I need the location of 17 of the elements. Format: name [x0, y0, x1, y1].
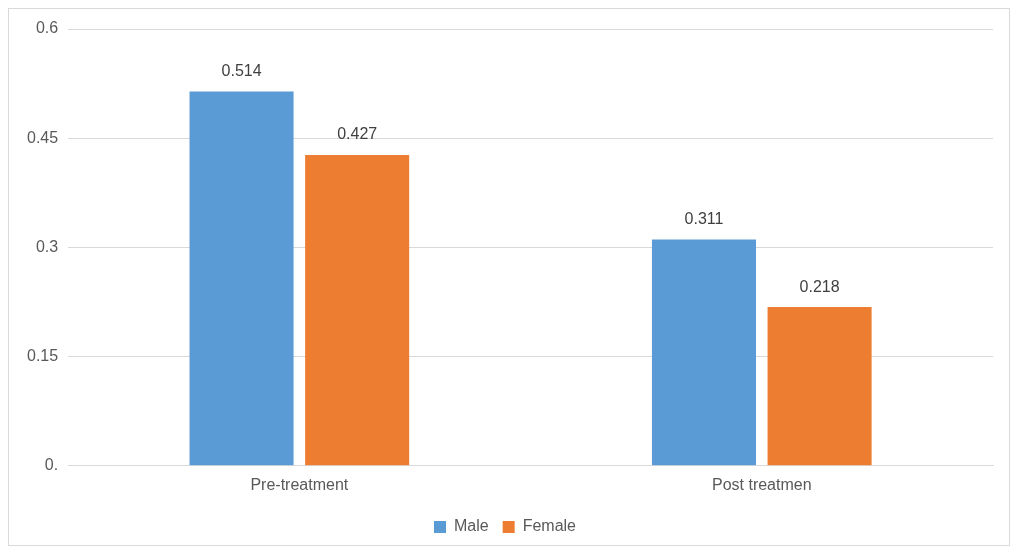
data-label: 0.427	[337, 125, 378, 143]
bar	[651, 239, 757, 466]
y-tick-label: 0.6	[35, 19, 59, 37]
x-tick-label: Post treatmen	[711, 475, 812, 493]
x-tick-label: Pre-treatment	[250, 475, 349, 493]
data-label: 0.514	[221, 62, 262, 80]
data-label: 0.218	[799, 277, 840, 295]
y-tick-label: 0.3	[35, 237, 59, 255]
legend-label: Female	[522, 517, 577, 535]
bar	[189, 91, 294, 466]
bar	[767, 307, 872, 466]
y-tick-label: 0.45	[27, 128, 59, 146]
data-label: 0.311	[684, 209, 724, 227]
legend-label: Male	[453, 517, 489, 535]
bar	[305, 154, 410, 466]
y-tick-label: 0.15	[27, 347, 59, 365]
y-tick-label: 0.	[44, 456, 59, 474]
